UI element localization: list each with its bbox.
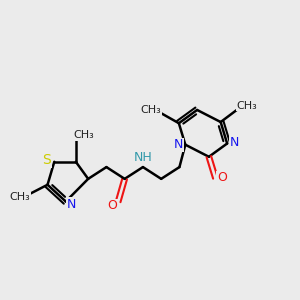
- Text: O: O: [107, 200, 117, 212]
- Text: CH₃: CH₃: [237, 101, 257, 111]
- Text: CH₃: CH₃: [74, 130, 94, 140]
- Text: NH: NH: [134, 151, 152, 164]
- Text: N: N: [230, 136, 239, 149]
- Text: CH₃: CH₃: [10, 192, 30, 202]
- Text: N: N: [67, 198, 76, 211]
- Text: S: S: [43, 153, 51, 167]
- Text: O: O: [217, 172, 227, 184]
- Text: CH₃: CH₃: [141, 105, 162, 115]
- Text: N: N: [174, 138, 184, 151]
